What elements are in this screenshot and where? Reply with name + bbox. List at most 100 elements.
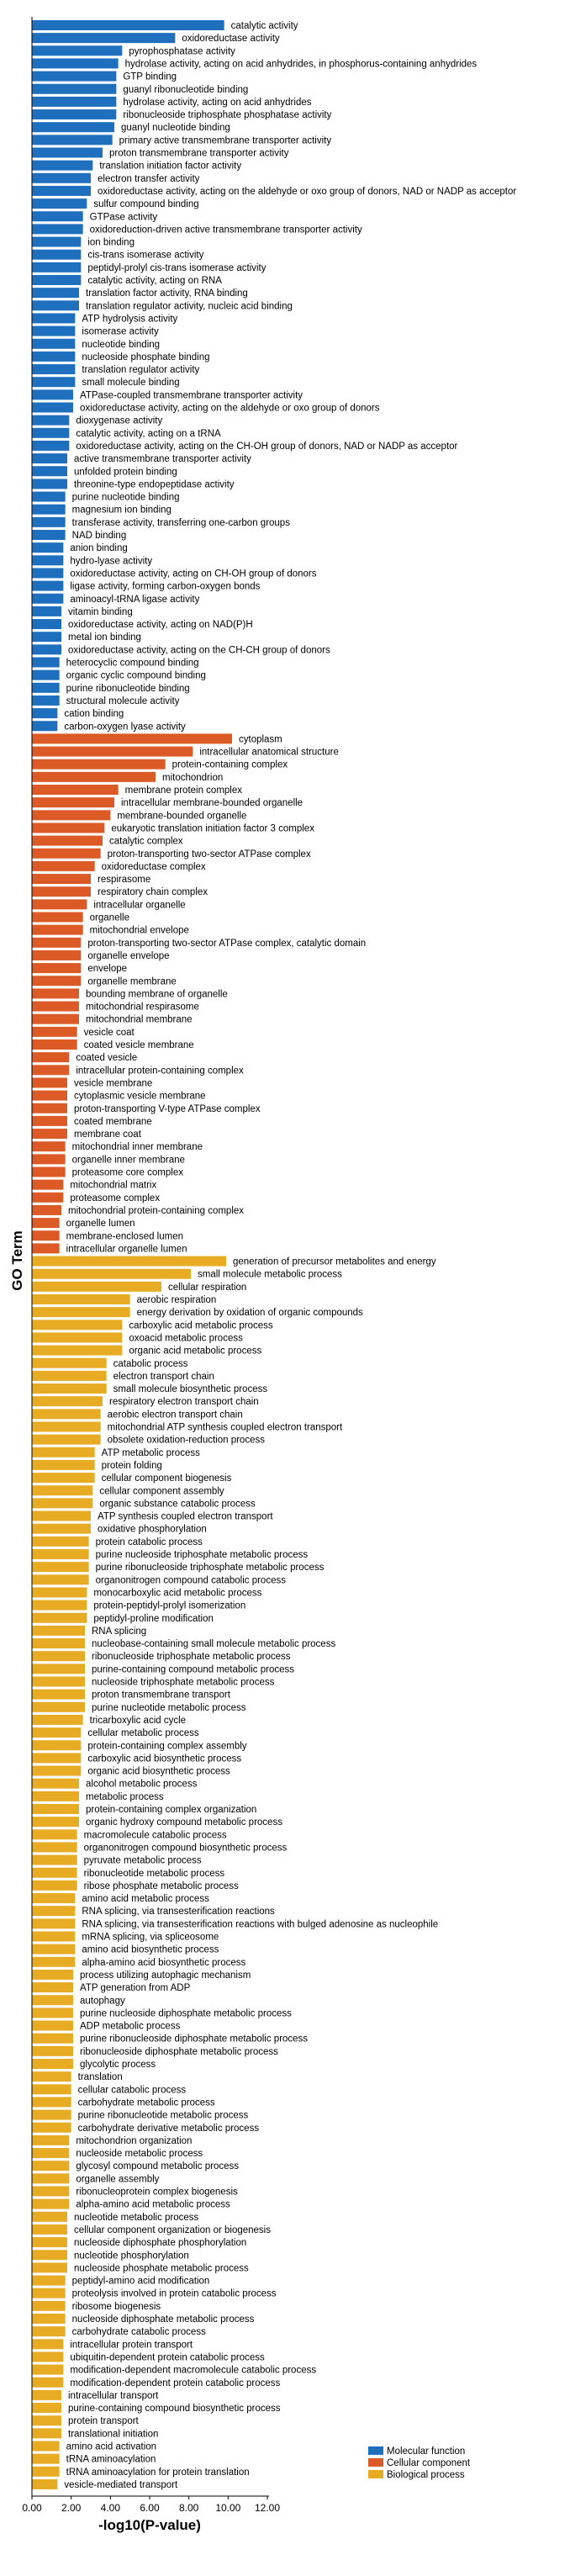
term-label: organelle envelope bbox=[87, 951, 169, 961]
bar-molecular-function-48 bbox=[32, 632, 61, 643]
term-label: RNA splicing, via transesterification re… bbox=[82, 1907, 275, 1917]
bar-cellular-component-33 bbox=[32, 1154, 66, 1165]
bar-biological-process-11 bbox=[32, 1396, 103, 1407]
term-label: organelle inner membrane bbox=[72, 1155, 185, 1165]
bar-cellular-component-0 bbox=[32, 733, 232, 744]
bar-molecular-function-12 bbox=[32, 172, 91, 183]
bar-cellular-component-10 bbox=[32, 860, 95, 871]
bar-molecular-function-1 bbox=[32, 33, 176, 44]
bar-biological-process-24 bbox=[32, 1562, 89, 1573]
bar-biological-process-32 bbox=[32, 1664, 85, 1674]
bar-biological-process-37 bbox=[32, 1727, 82, 1738]
bar-biological-process-13 bbox=[32, 1421, 101, 1432]
bar-cellular-component-17 bbox=[32, 949, 82, 960]
bar-biological-process-83 bbox=[32, 2314, 66, 2324]
term-label: purine ribonucleotide metabolic process bbox=[78, 2111, 249, 2121]
term-label: dioxygenase activity bbox=[76, 416, 162, 426]
term-label: oxidoreductase activity, acting on NAD(P… bbox=[68, 620, 253, 630]
bar-biological-process-54 bbox=[32, 1944, 76, 1954]
x-tick-labels: 0.00 2.00 4.00 6.00 8.00 10.00 12.00 bbox=[22, 2495, 280, 2514]
term-label: nucleobase-containing small molecule met… bbox=[92, 1639, 335, 1649]
term-label: catabolic process bbox=[113, 1359, 188, 1369]
bar-molecular-function-28 bbox=[32, 377, 76, 388]
bar-cellular-component-18 bbox=[32, 963, 82, 974]
bar-cellular-component-22 bbox=[32, 1013, 79, 1024]
term-label: process utilizing autophagic mechanism bbox=[80, 1970, 251, 1981]
term-label: peptidyl-proline modification bbox=[93, 1614, 214, 1624]
bar-biological-process-61 bbox=[32, 2033, 73, 2044]
term-label: cellular component biogenesis bbox=[102, 1473, 232, 1484]
bar-molecular-function-41 bbox=[32, 542, 64, 553]
term-label: purine-containing compound metabolic pro… bbox=[92, 1664, 294, 1674]
bar-biological-process-80 bbox=[32, 2275, 66, 2286]
term-label: carbon-oxygen lyase activity bbox=[64, 722, 186, 732]
bar-biological-process-10 bbox=[32, 1383, 107, 1394]
x-tick-label: 8.00 bbox=[179, 2502, 199, 2514]
term-label: oxidoreduction-driven active transmembra… bbox=[90, 225, 362, 235]
bar-molecular-function-27 bbox=[32, 364, 76, 375]
term-label: intracellular protein-containing complex bbox=[76, 1066, 244, 1076]
bar-molecular-function-43 bbox=[32, 568, 64, 579]
bar-biological-process-94 bbox=[32, 2453, 60, 2464]
bar-cellular-component-37 bbox=[32, 1204, 61, 1215]
bar-biological-process-69 bbox=[32, 2134, 70, 2145]
term-label: NAD binding bbox=[72, 531, 127, 541]
term-label: ATP hydrolysis activity bbox=[82, 314, 177, 324]
term-label: intracellular protein transport bbox=[70, 2340, 193, 2350]
term-label: metabolic process bbox=[86, 1792, 164, 1802]
term-label: intracellular transport bbox=[68, 2391, 159, 2401]
term-label: oxidoreductase activity, acting on the C… bbox=[68, 645, 330, 655]
bar-cellular-component-14 bbox=[32, 912, 83, 923]
bar-biological-process-43 bbox=[32, 1804, 79, 1814]
bar-biological-process-4 bbox=[32, 1307, 130, 1318]
term-label: organic cyclic compound binding bbox=[66, 671, 206, 681]
term-label: electron transfer activity bbox=[98, 174, 200, 184]
bar-biological-process-5 bbox=[32, 1320, 123, 1330]
bar-molecular-function-4 bbox=[32, 71, 117, 82]
term-label: cis-trans isomerase activity bbox=[87, 251, 203, 261]
bar-cellular-component-5 bbox=[32, 797, 114, 808]
bar-molecular-function-35 bbox=[32, 466, 67, 477]
term-label: pyrophosphatase activity bbox=[129, 46, 235, 56]
bar-cellular-component-1 bbox=[32, 746, 193, 757]
bar-molecular-function-37 bbox=[32, 491, 66, 502]
bar-cellular-component-35 bbox=[32, 1179, 64, 1190]
term-label: respiratory chain complex bbox=[98, 887, 208, 897]
term-label: cytoplasm bbox=[239, 734, 282, 744]
bar-biological-process-95 bbox=[32, 2466, 60, 2477]
bar-molecular-function-18 bbox=[32, 249, 82, 260]
term-label: tricarboxylic acid cycle bbox=[90, 1716, 186, 1726]
term-label: cellular component assembly bbox=[99, 1486, 224, 1496]
bar-biological-process-47 bbox=[32, 1854, 77, 1865]
term-label: organelle assembly bbox=[76, 2174, 159, 2184]
x-tick-label: 4.00 bbox=[101, 2502, 121, 2514]
term-label: isomerase activity bbox=[82, 327, 159, 337]
bar-biological-process-77 bbox=[32, 2237, 67, 2248]
term-label: heterocyclic compound binding bbox=[66, 659, 199, 669]
term-label: active transmembrane transporter activit… bbox=[74, 454, 251, 464]
bar-cellular-component-26 bbox=[32, 1065, 70, 1076]
bar-molecular-function-51 bbox=[32, 669, 60, 680]
term-label: structural molecule activity bbox=[66, 696, 180, 706]
bar-biological-process-41 bbox=[32, 1778, 79, 1789]
bar-biological-process-51 bbox=[32, 1906, 76, 1917]
term-label: glycolytic process bbox=[80, 2060, 156, 2070]
term-label: ATP metabolic process bbox=[102, 1448, 200, 1458]
bar-biological-process-22 bbox=[32, 1536, 89, 1547]
term-label: mitochondrial membrane bbox=[86, 1015, 193, 1025]
term-label: proton transmembrane transport bbox=[92, 1690, 231, 1701]
legend-label-biological-process: Biological process bbox=[387, 2470, 465, 2480]
bar-cellular-component-4 bbox=[32, 785, 119, 795]
term-label: coated vesicle bbox=[76, 1053, 137, 1063]
term-label: RNA splicing, via transesterification re… bbox=[82, 1919, 438, 1929]
bar-biological-process-67 bbox=[32, 2109, 71, 2120]
term-label: nucleoside diphosphate phosphorylation bbox=[74, 2238, 246, 2248]
term-label: small molecule binding bbox=[82, 378, 179, 388]
bar-biological-process-66 bbox=[32, 2097, 71, 2108]
bar-molecular-function-17 bbox=[32, 236, 82, 247]
bar-biological-process-52 bbox=[32, 1918, 76, 1929]
term-label: protein-containing complex organization bbox=[86, 1805, 256, 1815]
bar-molecular-function-42 bbox=[32, 555, 64, 566]
term-label: mRNA splicing, via spliceosome bbox=[82, 1933, 219, 1943]
bar-molecular-function-20 bbox=[32, 275, 82, 285]
